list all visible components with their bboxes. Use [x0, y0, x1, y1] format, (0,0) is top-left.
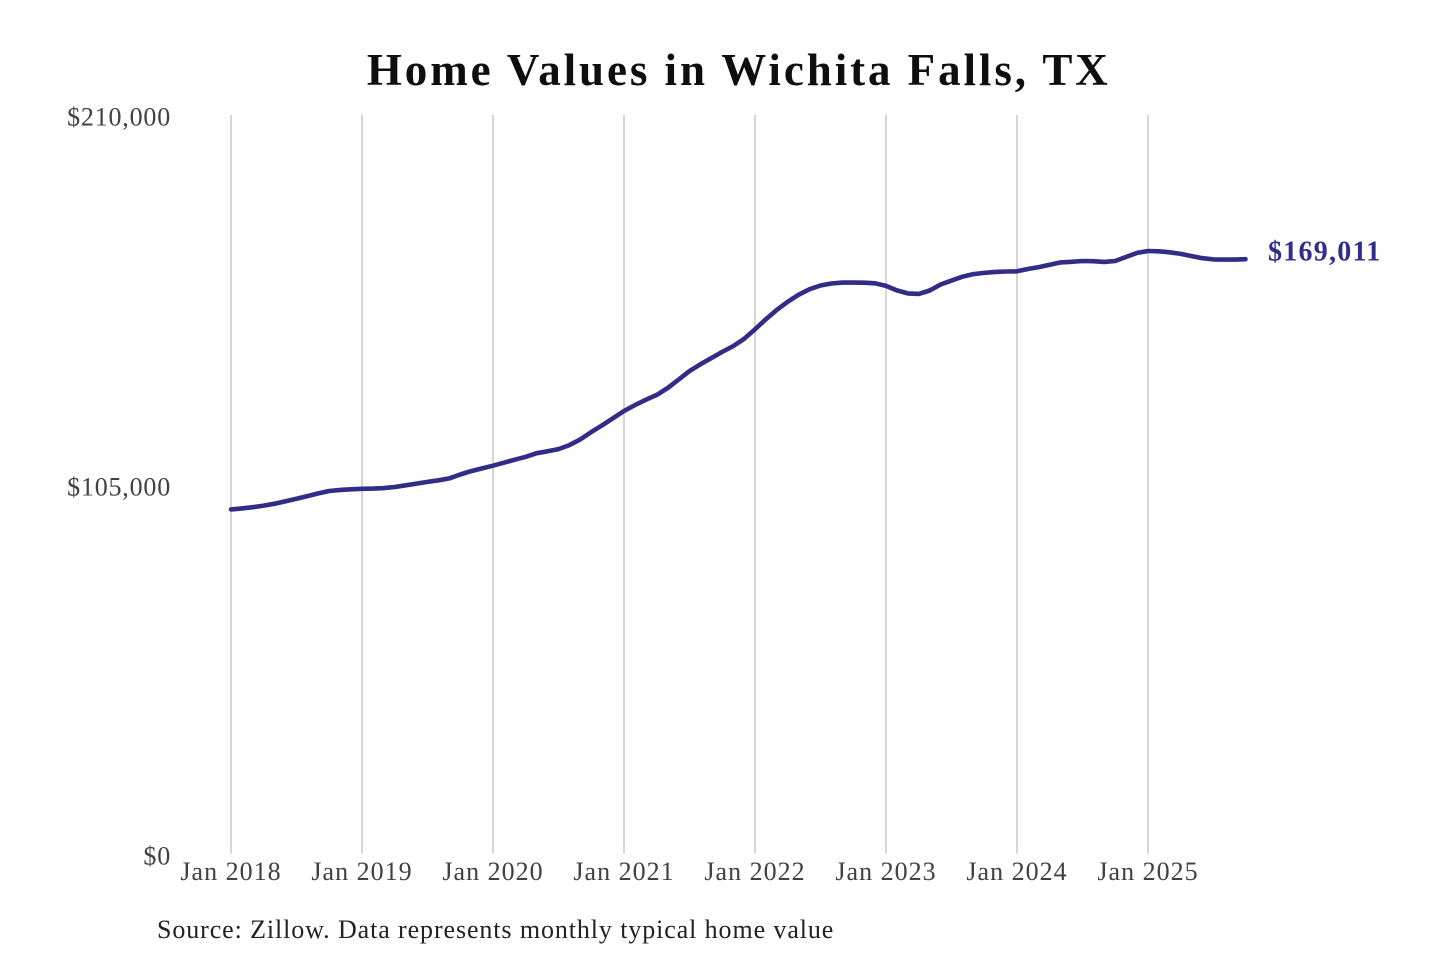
svg-text:Jan 2025: Jan 2025: [1097, 857, 1198, 886]
svg-text:Home Values in Wichita Falls,: Home Values in Wichita Falls, TX: [367, 45, 1111, 95]
svg-text:Jan 2020: Jan 2020: [442, 857, 543, 886]
svg-text:$0: $0: [143, 842, 171, 871]
svg-text:Jan 2021: Jan 2021: [573, 857, 674, 886]
svg-text:$210,000: $210,000: [67, 103, 171, 132]
svg-text:$105,000: $105,000: [67, 473, 171, 502]
svg-text:Jan 2023: Jan 2023: [835, 857, 936, 886]
svg-text:Jan 2019: Jan 2019: [311, 857, 412, 886]
svg-text:Jan 2018: Jan 2018: [180, 857, 281, 886]
svg-text:Jan 2022: Jan 2022: [704, 857, 805, 886]
svg-text:$169,011: $169,011: [1268, 237, 1381, 268]
svg-text:Source: Zillow. Data represent: Source: Zillow. Data represents monthly …: [157, 915, 834, 944]
svg-text:Jan 2024: Jan 2024: [966, 857, 1067, 886]
